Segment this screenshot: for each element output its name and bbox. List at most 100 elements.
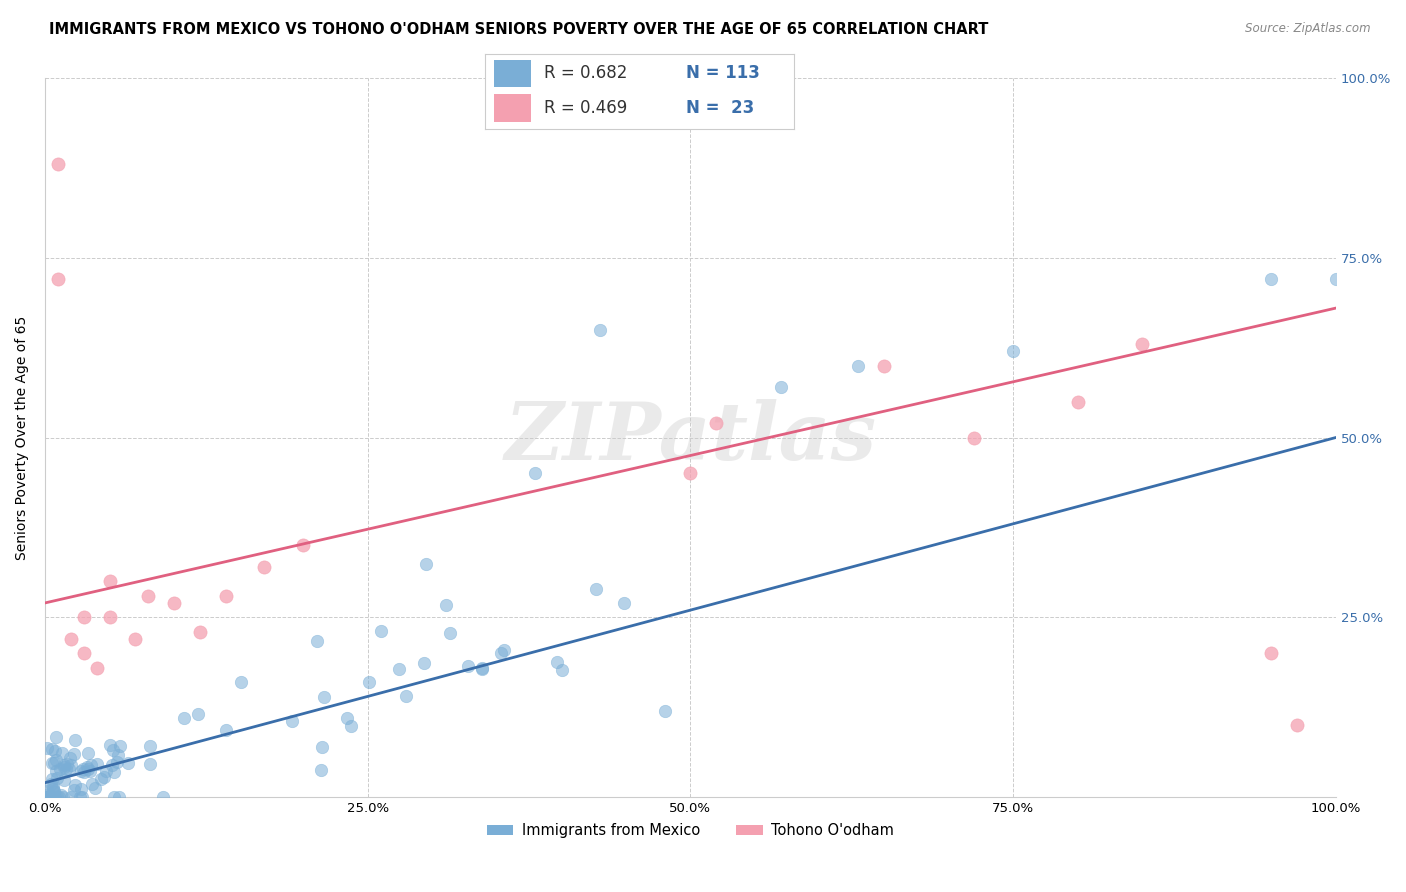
Point	[59, 632, 82, 646]
Point	[73, 610, 96, 624]
Point	[550, 663, 572, 677]
Text: Source: ZipAtlas.com: Source: ZipAtlas.com	[1246, 22, 1371, 36]
Point	[93, 770, 115, 784]
Point	[704, 416, 727, 430]
Point	[336, 711, 359, 725]
Bar	[495, 95, 531, 122]
Point	[1066, 394, 1088, 409]
Point	[253, 560, 276, 574]
Point	[138, 756, 160, 771]
Point	[37, 790, 59, 805]
Point	[292, 538, 315, 552]
Point	[471, 661, 494, 675]
Point	[108, 739, 131, 753]
Point	[69, 790, 91, 805]
Point	[524, 467, 547, 481]
Point	[42, 779, 65, 793]
Point	[439, 626, 461, 640]
Point	[79, 764, 101, 778]
Point	[187, 706, 209, 721]
Point	[45, 764, 67, 778]
Point	[339, 719, 361, 733]
Legend: Immigrants from Mexico, Tohono O'odham: Immigrants from Mexico, Tohono O'odham	[481, 817, 900, 844]
Point	[69, 782, 91, 797]
Point	[59, 751, 82, 765]
Point	[72, 762, 94, 776]
Point	[38, 789, 60, 803]
Y-axis label: Seniors Poverty Over the Age of 65: Seniors Poverty Over the Age of 65	[15, 316, 30, 559]
Point	[58, 762, 80, 776]
Point	[48, 790, 70, 805]
Point	[53, 758, 76, 772]
Point	[215, 589, 238, 603]
Point	[963, 431, 986, 445]
Text: R = 0.469: R = 0.469	[544, 99, 627, 117]
Point	[52, 760, 75, 774]
Point	[311, 739, 333, 754]
Point	[136, 589, 159, 603]
Point	[41, 756, 63, 770]
Point	[395, 689, 418, 703]
Point	[86, 757, 108, 772]
Point	[51, 790, 73, 805]
Point	[434, 598, 457, 612]
Point	[98, 610, 121, 624]
Point	[388, 662, 411, 676]
Point	[77, 763, 100, 777]
Point	[46, 771, 69, 785]
Point	[281, 714, 304, 728]
Point	[77, 746, 100, 760]
Point	[357, 674, 380, 689]
Point	[49, 788, 72, 802]
Point	[188, 624, 211, 639]
Point	[139, 739, 162, 753]
Point	[101, 758, 124, 772]
Point	[41, 742, 63, 756]
Point	[55, 762, 77, 776]
Point	[1260, 272, 1282, 286]
Point	[56, 757, 79, 772]
Point	[231, 675, 253, 690]
Point	[489, 646, 512, 660]
Bar	[495, 60, 531, 87]
Point	[42, 785, 65, 799]
Point	[679, 467, 702, 481]
Point	[846, 359, 869, 373]
Point	[107, 747, 129, 762]
Point	[589, 323, 612, 337]
Point	[49, 762, 72, 776]
Point	[34, 790, 56, 805]
Point	[37, 790, 59, 805]
Point	[60, 758, 83, 772]
Point	[70, 790, 93, 805]
Point	[1130, 337, 1153, 351]
Point	[585, 582, 607, 596]
Point	[107, 790, 129, 805]
Point	[53, 773, 76, 788]
Point	[45, 753, 67, 767]
Point	[152, 790, 174, 805]
Point	[90, 772, 112, 786]
Point	[46, 157, 69, 171]
Text: R = 0.682: R = 0.682	[544, 64, 627, 82]
Point	[1260, 646, 1282, 660]
Point	[62, 747, 84, 761]
Point	[613, 596, 636, 610]
Text: IMMIGRANTS FROM MEXICO VS TOHONO O'ODHAM SENIORS POVERTY OVER THE AGE OF 65 CORR: IMMIGRANTS FROM MEXICO VS TOHONO O'ODHAM…	[49, 22, 988, 37]
Point	[73, 646, 96, 660]
Point	[59, 790, 82, 805]
Point	[98, 738, 121, 752]
Point	[215, 723, 238, 738]
Point	[546, 655, 568, 669]
Point	[492, 643, 515, 657]
Point	[35, 790, 58, 805]
Point	[44, 756, 66, 771]
Point	[63, 733, 86, 747]
Point	[309, 763, 332, 777]
Point	[82, 777, 104, 791]
Point	[63, 783, 86, 797]
Point	[98, 574, 121, 589]
Point	[45, 730, 67, 744]
Point	[769, 380, 792, 394]
Point	[46, 790, 69, 805]
